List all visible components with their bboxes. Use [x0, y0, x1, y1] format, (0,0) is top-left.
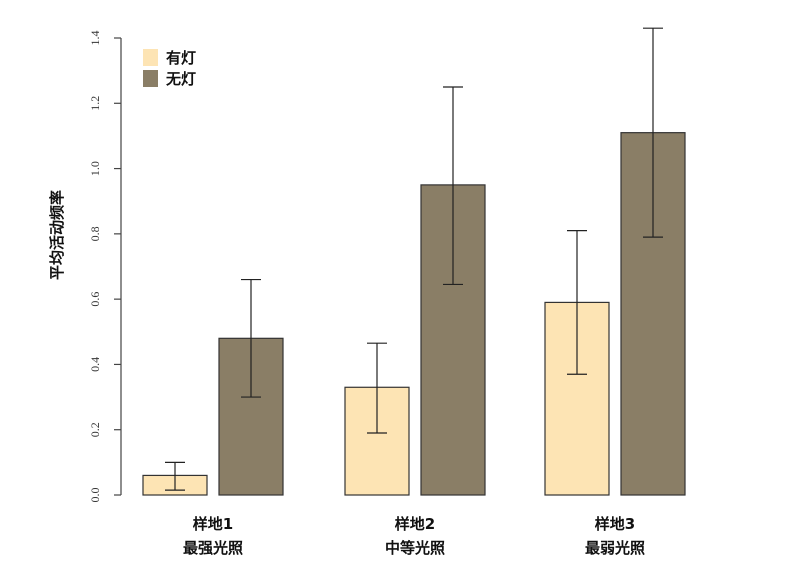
legend-swatch — [143, 70, 158, 87]
category-sublabel: 中等光照 — [385, 539, 445, 557]
category-sublabel: 最弱光照 — [585, 539, 645, 557]
y-tick-label: 1.4 — [88, 31, 102, 46]
legend-label: 有灯 — [166, 49, 196, 67]
legend-label: 无灯 — [165, 70, 196, 88]
category-sublabel: 最强光照 — [183, 539, 243, 557]
legend-swatch — [143, 49, 158, 66]
y-tick-label: 0.8 — [88, 226, 102, 241]
bars: 样地1 最强光照 样地2 中等光照 样地3 最弱光照 — [142, 27, 686, 557]
y-axis-label: 平均活动频率 — [48, 190, 66, 280]
category-label: 样地2 — [395, 515, 435, 533]
y-tick-label: 0.0 — [88, 488, 102, 503]
category-label: 样地1 — [193, 515, 233, 533]
y-tick-label: 1.2 — [88, 96, 102, 111]
y-tick-label: 0.6 — [88, 292, 102, 307]
y-tick-label: 0.2 — [88, 422, 102, 437]
category-label: 样地3 — [595, 515, 635, 533]
y-tick-label: 0.4 — [88, 357, 102, 372]
y-tick-label: 1.0 — [88, 161, 102, 176]
y-axis: 0.0 0.2 0.4 0.6 0.8 1.0 1.2 1.4 — [88, 31, 122, 503]
